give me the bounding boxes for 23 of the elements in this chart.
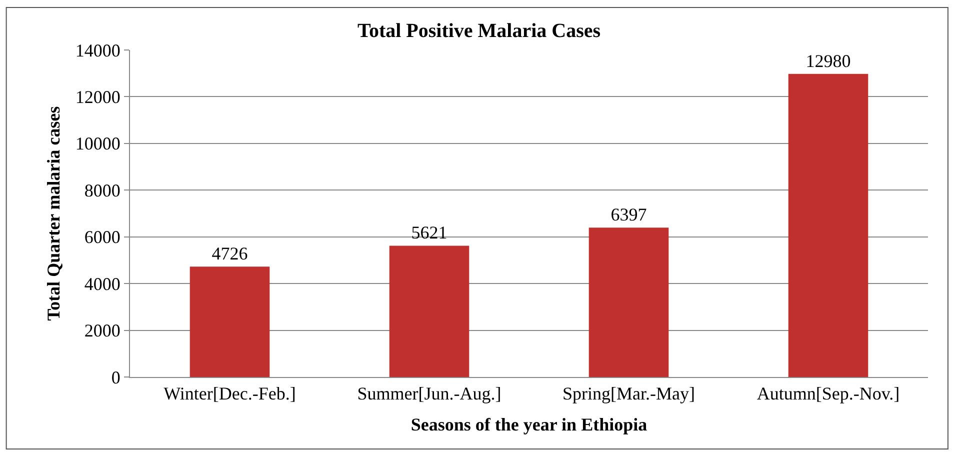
y-axis-title: Total Quarter malaria cases	[44, 106, 64, 321]
y-tick-label: 0	[111, 367, 120, 388]
bar	[788, 74, 868, 377]
bar	[588, 228, 669, 377]
x-tick-label: Autumn[Sep.-Nov.]	[756, 384, 900, 404]
data-label: 12980	[806, 50, 851, 71]
y-tick-label: 4000	[84, 274, 120, 294]
x-tick-label: Spring[Mar.-May]	[562, 384, 695, 404]
y-tick-label: 10000	[75, 134, 120, 154]
bar	[389, 246, 470, 377]
y-tick-label: 8000	[84, 180, 120, 200]
bar	[190, 266, 270, 377]
y-tick-label: 14000	[75, 40, 120, 60]
y-tick-label: 12000	[75, 87, 120, 108]
chart-title: Total Positive Malaria Cases	[357, 20, 601, 42]
data-label: 6397	[610, 204, 647, 225]
y-tick-label: 6000	[84, 227, 120, 248]
data-label: 5621	[411, 222, 448, 243]
y-tick-label: 2000	[84, 320, 120, 341]
x-tick-label: Winter[Dec.-Feb.]	[164, 384, 296, 404]
x-tick-label: Summer[Jun.-Aug.]	[357, 384, 502, 404]
x-axis-title: Seasons of the year in Ethiopia	[410, 414, 648, 435]
data-label: 4726	[212, 244, 248, 264]
